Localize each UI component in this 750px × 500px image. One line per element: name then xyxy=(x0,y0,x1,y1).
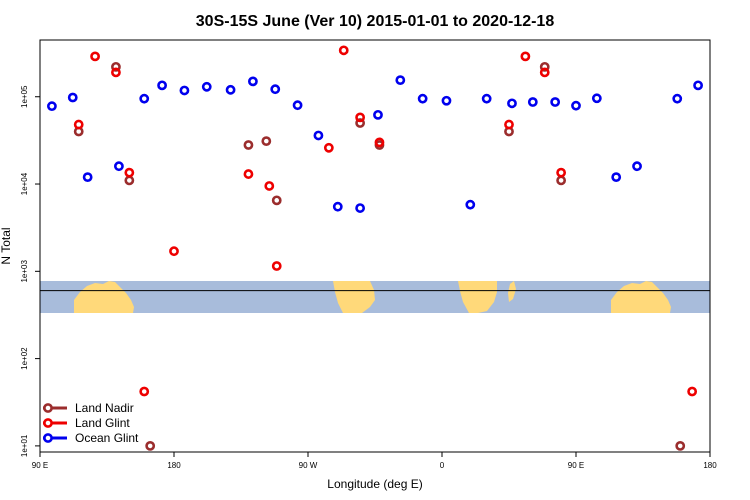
ocean-glint-point xyxy=(465,199,476,210)
land-nadir-point xyxy=(556,175,567,186)
y-tick-label: 1e+04 xyxy=(20,172,29,195)
ocean-glint-point xyxy=(527,97,538,107)
land-glint-point xyxy=(355,112,366,123)
land-glint-point xyxy=(243,169,254,179)
land-glint-point xyxy=(323,142,334,153)
land-nadir-point xyxy=(145,440,156,451)
x-axis: 90 E 180 90 W 0 90 E 180 xyxy=(32,452,717,470)
ocean-glint-point xyxy=(441,95,452,106)
ocean-glint-point xyxy=(373,109,383,120)
land-glint-point xyxy=(169,246,179,257)
x-axis-label: Longitude (deg E) xyxy=(327,477,422,491)
ocean-glint-point xyxy=(611,172,622,183)
y-tick-label: 1e+03 xyxy=(20,260,29,283)
ocean-glint-point xyxy=(672,93,683,104)
land-glint-point xyxy=(556,167,567,178)
legend-label-land-nadir: Land Nadir xyxy=(75,401,134,415)
ocean-glint-point xyxy=(550,97,561,107)
land-nadir-point xyxy=(355,118,366,128)
land-glint-point xyxy=(124,167,135,178)
legend-marker-land-glint xyxy=(43,418,53,428)
ocean-glint-point xyxy=(395,75,406,86)
ocean-glint-point xyxy=(693,80,703,91)
ocean-glint-point xyxy=(571,100,581,111)
ocean-glint-point xyxy=(417,93,428,104)
legend-marker-ocean-glint xyxy=(43,433,53,443)
ocean-glint-point xyxy=(248,76,258,87)
land-nadir-point xyxy=(124,175,135,186)
ocean-glint-point xyxy=(591,93,602,104)
ocean-glint-point xyxy=(82,172,93,183)
land-south-america xyxy=(333,281,375,313)
land-glint-point xyxy=(111,67,121,78)
data-points xyxy=(47,45,703,451)
chart-title: 30S-15S June (Ver 10) 2015-01-01 to 2020… xyxy=(196,13,555,30)
ocean-glint-point xyxy=(139,93,150,104)
x-tick-label: 180 xyxy=(703,461,717,470)
ocean-glint-point xyxy=(481,93,492,104)
ocean-glint-point xyxy=(157,80,167,91)
y-tick-label: 1e+01 xyxy=(20,434,29,457)
land-glint-point xyxy=(139,386,150,397)
x-tick-label: 90 E xyxy=(32,461,48,470)
land-glint-point xyxy=(374,137,385,148)
x-tick-label: 90 W xyxy=(299,461,318,470)
land-glint-point xyxy=(271,261,282,271)
ocean-glint-point xyxy=(67,92,78,103)
land-nadir-point xyxy=(675,440,686,451)
ocean-glint-point xyxy=(507,98,517,109)
land-nadir-point xyxy=(261,136,272,147)
land-glint-point xyxy=(539,67,550,78)
legend-label-ocean-glint: Ocean Glint xyxy=(75,431,139,445)
land-nadir-point xyxy=(111,61,121,72)
ocean-band xyxy=(40,281,710,313)
world-map-strip xyxy=(40,281,710,313)
ocean-glint-point xyxy=(225,84,236,95)
plot-frame xyxy=(39,39,711,453)
x-tick-label: 0 xyxy=(440,461,445,470)
x-tick-label: 90 E xyxy=(568,461,584,470)
land-australia-left xyxy=(74,281,134,313)
land-australia-right xyxy=(611,281,671,313)
land-nadir-point xyxy=(243,140,254,150)
ocean-glint-point xyxy=(355,203,366,213)
land-nadir-point xyxy=(539,61,550,72)
y-tick-label: 1e+05 xyxy=(20,85,29,108)
land-glint-point xyxy=(73,119,84,130)
ocean-glint-point xyxy=(332,201,343,212)
land-glint-point xyxy=(264,181,275,191)
ocean-glint-point xyxy=(47,101,57,112)
land-glint-point xyxy=(504,119,514,130)
land-southern-africa xyxy=(458,281,497,313)
y-tick-label: 1e+02 xyxy=(20,347,29,370)
land-glint-point xyxy=(687,386,698,397)
ocean-glint-point xyxy=(313,130,324,141)
ocean-glint-point xyxy=(201,81,212,92)
y-axis: 1e+01 1e+02 1e+03 1e+04 1e+05 xyxy=(20,85,40,457)
legend-label-land-glint: Land Glint xyxy=(75,416,130,430)
ocean-glint-point xyxy=(179,85,190,96)
y-axis-label: N Total xyxy=(0,227,13,264)
land-glint-point xyxy=(90,51,100,62)
land-glint-point xyxy=(520,51,531,62)
land-nadir-point xyxy=(271,195,282,206)
ocean-glint-point xyxy=(632,161,642,172)
ocean-glint-point xyxy=(114,161,124,172)
land-glint-point xyxy=(338,45,349,56)
x-tick-label: 180 xyxy=(167,461,181,470)
ocean-glint-point xyxy=(270,84,281,95)
land-madagascar xyxy=(508,281,516,302)
ocean-glint-point xyxy=(292,100,303,111)
legend-marker-land-nadir xyxy=(43,403,53,413)
